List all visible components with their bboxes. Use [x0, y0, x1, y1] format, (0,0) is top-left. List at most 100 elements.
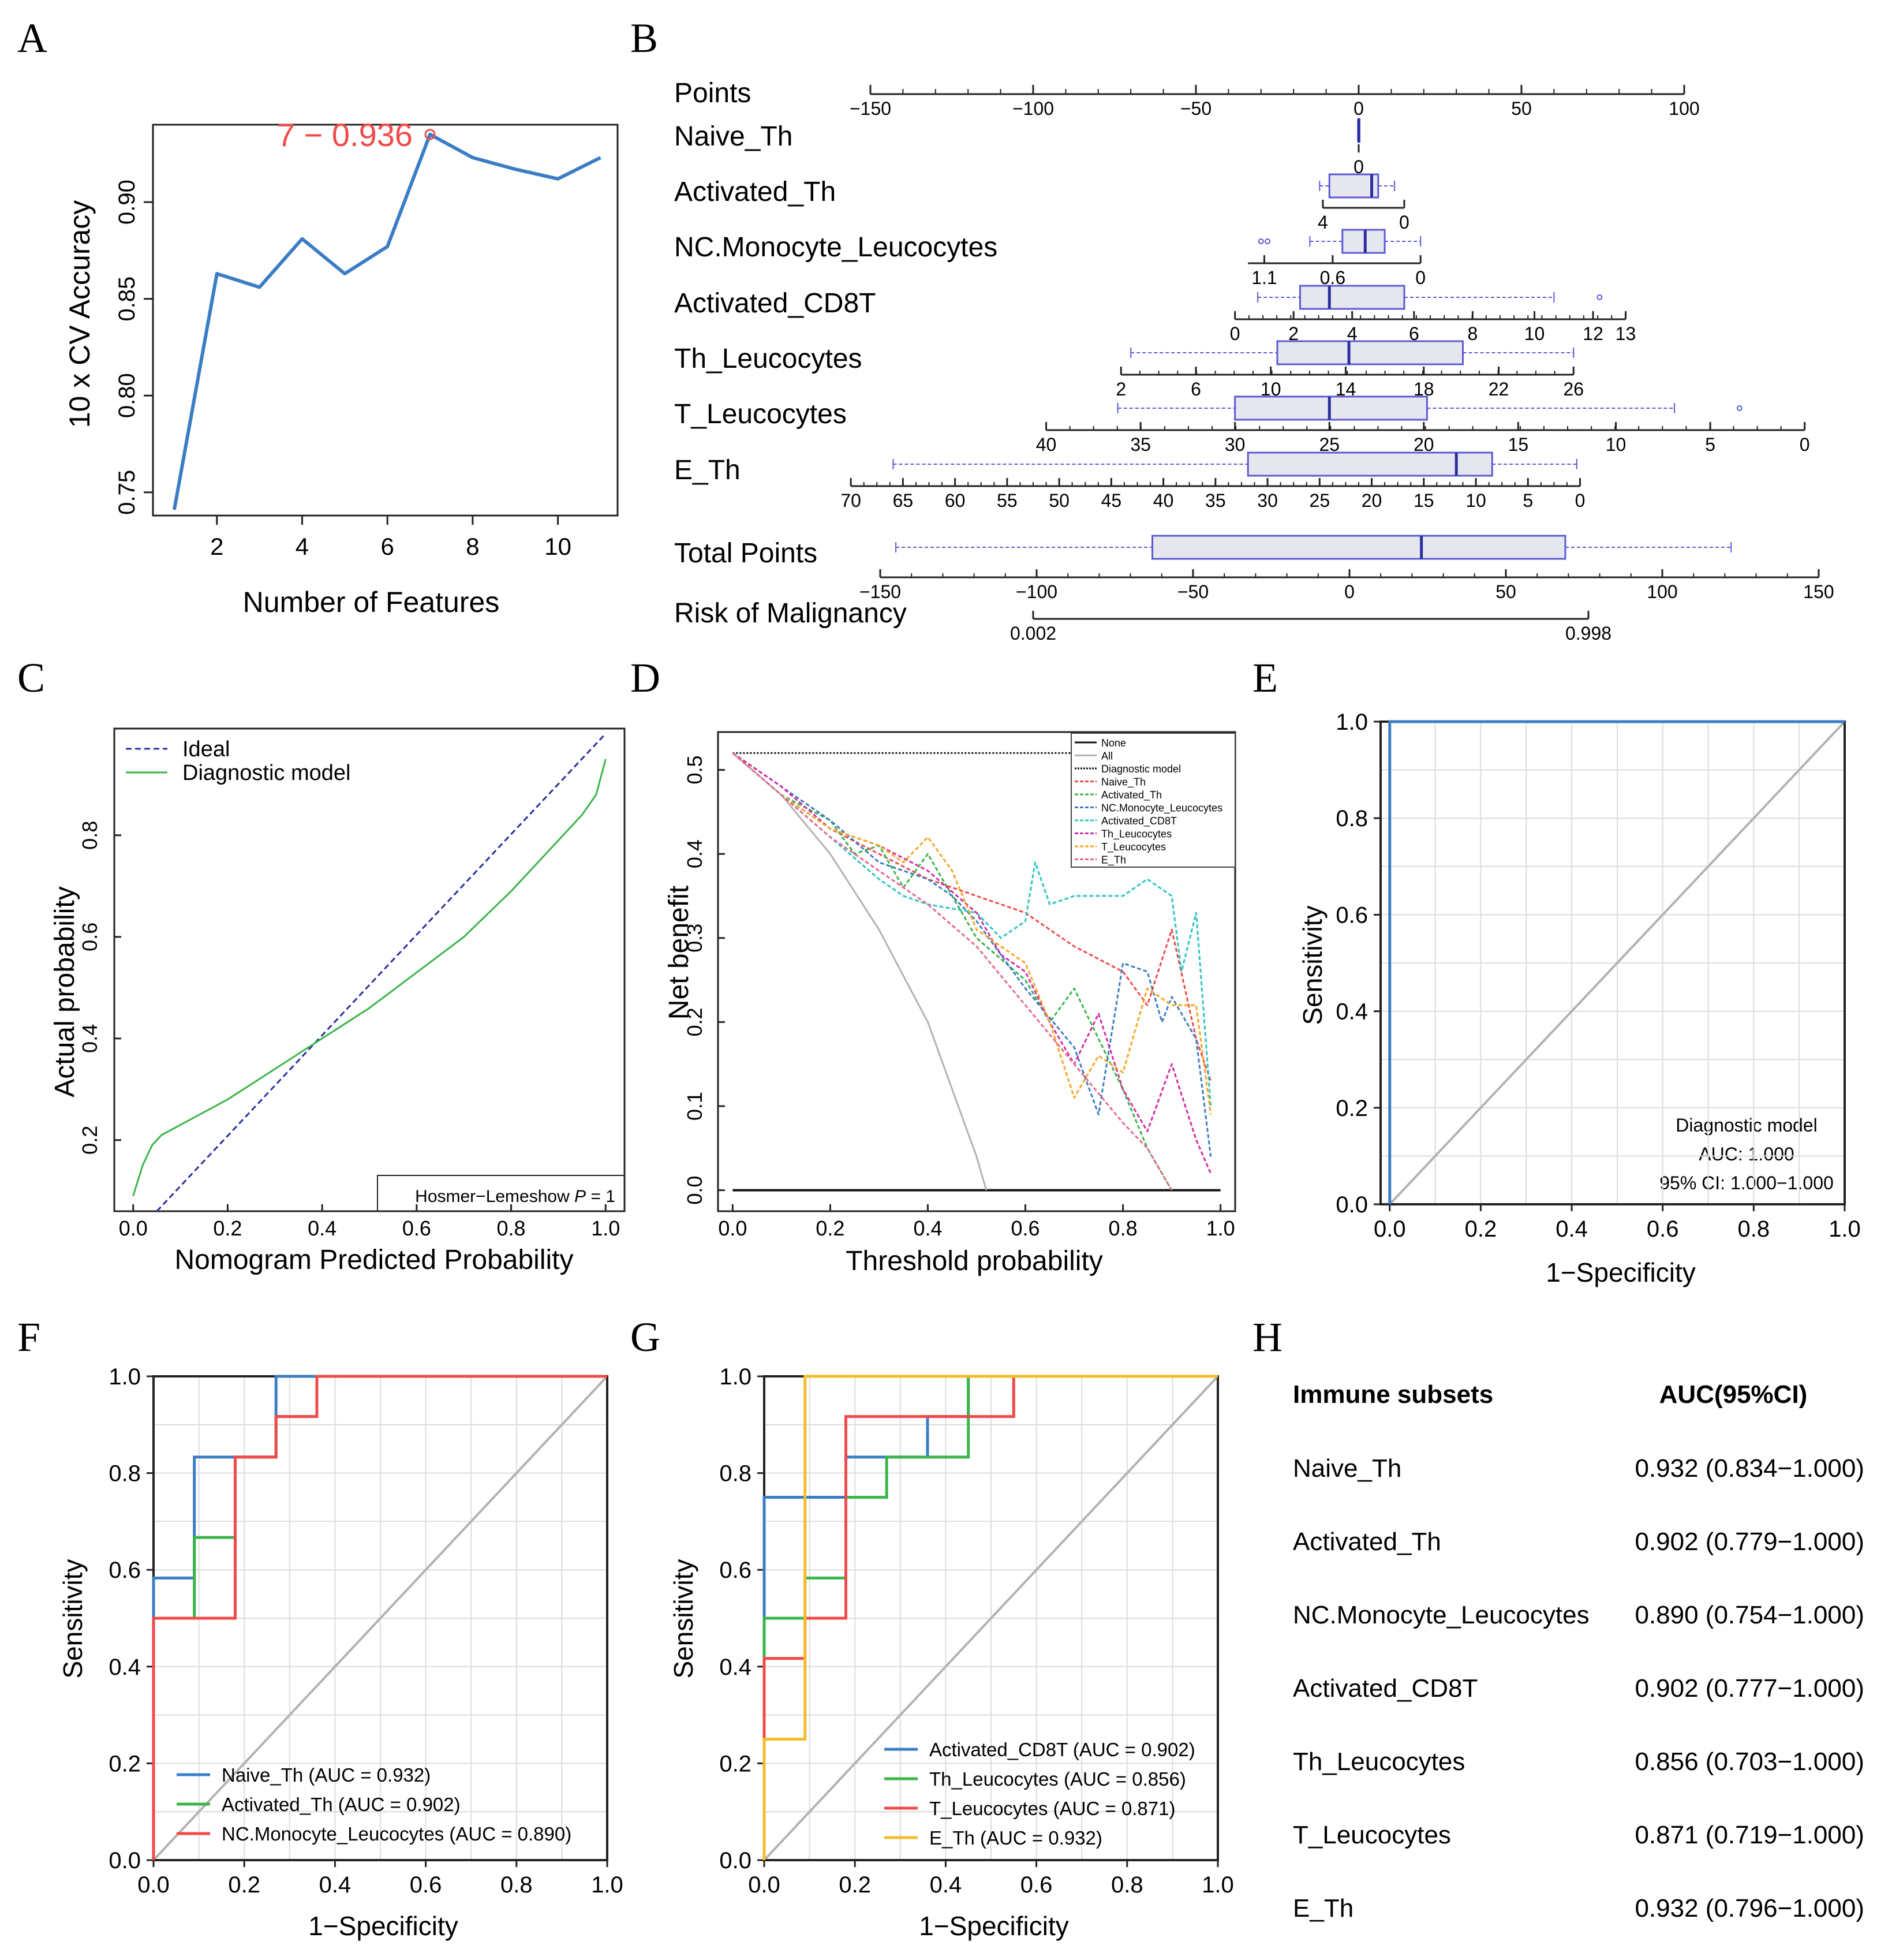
variable-tick-label: 0	[1353, 156, 1364, 177]
table-header-auc: AUC(95%CI)	[1659, 1380, 1808, 1409]
x-tick-label: 0.4	[319, 1872, 352, 1898]
points-tick-label: −50	[1180, 98, 1212, 119]
panel-g-xlabel: 1−Specificity	[919, 1911, 1069, 1941]
box-iqr	[1247, 451, 1493, 477]
nomogram-row-label: E_Th	[674, 455, 741, 486]
y-tick-label: 0.8	[1336, 806, 1368, 831]
variable-tick-label: 20	[1362, 490, 1382, 511]
panel-label-f: F	[17, 1314, 40, 1360]
variable-tick-label: 50	[1495, 581, 1516, 602]
x-tick-label: 0.6	[1647, 1216, 1679, 1242]
variable-tick-label: 30	[1257, 490, 1278, 511]
table-row-label: Naive_Th	[1293, 1454, 1401, 1483]
hl-annotation-box	[377, 1175, 625, 1212]
nomogram-row-label: T_Leucocytes	[674, 399, 847, 430]
plot-frame	[717, 731, 1236, 1212]
panel-a-accuracy-chart: Number of Features 10 x CV Accuracy 2 4 6 8…	[63, 117, 619, 618]
panel-label-a: A	[17, 15, 47, 61]
x-tick-label: 0.6	[1020, 1872, 1053, 1898]
y-tick-label: 0.4	[719, 1655, 751, 1680]
panel-e-roc-diagnostic: 1−Specificity Sensitivity Diagnostic mod…	[1298, 710, 1861, 1287]
panel-label-h: H	[1252, 1314, 1282, 1360]
x-tick-label: 1.0	[591, 1872, 623, 1898]
x-tick-label: 0.2	[228, 1872, 260, 1898]
y-tick-label: 1.0	[1336, 710, 1368, 735]
variable-tick-label: 10	[1524, 323, 1545, 344]
panel-c-hl-annotation: Hosmer−Lemeshow P = 1	[415, 1187, 615, 1206]
y-tick-label: 0.2	[683, 1007, 706, 1036]
nomogram-row-label: Total Points	[674, 538, 817, 569]
net-benefit-line	[732, 752, 988, 1191]
ideal-line	[156, 733, 607, 1212]
variable-tick-label: 5	[1523, 490, 1533, 511]
chance-diagonal	[763, 1375, 1219, 1861]
table-row-label: NC.Monocyte_Leucocytes	[1293, 1601, 1590, 1629]
variable-tick-label: 150	[1803, 581, 1834, 602]
x-tick-label: 0.2	[816, 1216, 844, 1240]
panel-e-ylabel: Sensitivity	[1298, 905, 1328, 1025]
variable-tick-label: 35	[1205, 490, 1226, 511]
nomogram-row-label: NC.Monocyte_Leucocytes	[674, 232, 997, 263]
panel-c-xlabel: Nomogram Predicted Probability	[175, 1245, 574, 1275]
points-tick-label: 50	[1511, 98, 1532, 119]
panel-label-g: G	[630, 1314, 660, 1360]
legend-label: Th_Leucocytes	[1101, 828, 1172, 841]
y-tick-label: 0.80	[114, 373, 140, 418]
box-outlier	[1596, 294, 1603, 300]
best-point-marker	[424, 129, 436, 140]
panel-e-legend-line-2: AUC: 1.000	[1699, 1144, 1794, 1164]
points-tick-label: −150	[850, 98, 891, 119]
y-tick-label: 0.5	[683, 756, 706, 785]
panel-c-calibration-chart: Nomogram Predicted Probability Actual pr…	[50, 727, 626, 1275]
box-iqr	[1328, 173, 1379, 199]
variable-tick-label: 4	[1347, 323, 1358, 344]
table-row-value: 0.932 (0.834−1.000)	[1635, 1454, 1864, 1483]
x-tick-label: 4	[296, 533, 309, 560]
variable-tick-label: 22	[1489, 379, 1509, 400]
variable-tick-label: 12	[1583, 323, 1603, 344]
x-tick-label: 1.0	[591, 1216, 620, 1240]
y-tick-label: 0.4	[683, 839, 706, 868]
variable-tick-label: 70	[840, 490, 861, 511]
variable-tick-label: 15	[1414, 490, 1434, 511]
variable-tick-label: 100	[1647, 581, 1677, 602]
panel-e-xlabel: 1−Specificity	[1546, 1257, 1696, 1287]
x-tick-label: 0.2	[1465, 1216, 1497, 1242]
variable-tick-label: 45	[1101, 490, 1122, 511]
variable-tick-label: 55	[997, 490, 1018, 511]
y-tick-label: 0.8	[78, 821, 102, 850]
y-tick-label: 0.0	[719, 1848, 751, 1873]
model-calibration-line	[132, 759, 607, 1197]
variable-tick-label: 10	[1465, 490, 1486, 511]
variable-tick-label: 60	[945, 490, 966, 511]
legend-label: E_Th	[1101, 854, 1126, 867]
nomogram-row-label: Th_Leucocytes	[674, 344, 862, 374]
legend-label: Activated_CD8T (AUC = 0.902)	[929, 1739, 1195, 1760]
variable-tick-label: 6	[1191, 379, 1201, 400]
box-outlier	[1736, 405, 1743, 411]
legend-label: Naive_Th	[1101, 776, 1146, 789]
x-tick-label: 0.4	[930, 1872, 962, 1898]
x-tick-label: 0.2	[839, 1872, 871, 1898]
panel-label-e: E	[1252, 655, 1278, 701]
variable-tick-label: 1.1	[1251, 267, 1277, 288]
y-tick-label: 0.3	[683, 924, 706, 953]
x-tick-label: 1.0	[1202, 1872, 1234, 1898]
variable-tick-label: 20	[1414, 434, 1434, 455]
roc-curve	[762, 1375, 1218, 1860]
legend-label: None	[1101, 737, 1126, 749]
y-tick-label: 0.2	[1336, 1096, 1368, 1121]
nomogram-row-label: Points	[674, 78, 751, 109]
box-iqr	[1151, 535, 1566, 560]
table-row-label: T_Leucocytes	[1293, 1821, 1451, 1849]
y-tick-label: 0.75	[114, 470, 140, 515]
variable-tick-label: 8	[1468, 323, 1478, 344]
roc-curve	[762, 1375, 1218, 1860]
variable-tick-label: 40	[1036, 434, 1057, 455]
y-tick-label: 0.4	[109, 1655, 141, 1680]
x-tick-label: 0.2	[213, 1216, 242, 1240]
table-row-value: 0.856 (0.703−1.000)	[1635, 1748, 1864, 1776]
variable-tick-label: 0	[1230, 323, 1240, 344]
panel-f-roc-subsets: 1−Specificity Sensitivity 0.0 0.2 0.4 0.6 0.…	[58, 1364, 623, 1941]
x-tick-label: 0.4	[308, 1216, 336, 1240]
